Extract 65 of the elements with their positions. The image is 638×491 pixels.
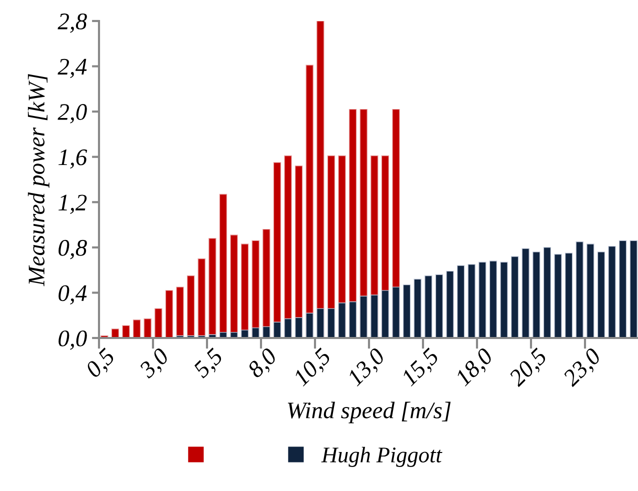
- bar: [618, 240, 627, 338]
- bar: [468, 264, 476, 338]
- y-tick-label: 0,0: [58, 330, 87, 350]
- bar: [510, 256, 519, 338]
- bar: [144, 318, 152, 338]
- bar: [154, 308, 162, 338]
- bar: [446, 270, 454, 338]
- y-tick-label: 1,2: [58, 194, 87, 214]
- bar: [532, 252, 540, 338]
- bar: [597, 252, 606, 338]
- y-tick-label: 2,4: [58, 58, 87, 78]
- bar: [456, 265, 465, 338]
- x-axis-title: Wind speed [m/s]: [288, 402, 451, 424]
- bar: [424, 275, 432, 338]
- bar: [543, 247, 552, 338]
- bar: [586, 244, 594, 338]
- y-tick-label: 0,8: [58, 240, 87, 260]
- y-tick-label: 2,8: [58, 13, 87, 33]
- legend-label: Hugh Piggott: [321, 446, 442, 467]
- bar: [478, 262, 486, 338]
- x-tick-label: 13,0: [346, 347, 388, 390]
- y-axis-title: Measured power [kW]: [28, 74, 50, 286]
- bar: [381, 290, 390, 338]
- bar: [176, 286, 184, 338]
- x-tick-label: 18,0: [454, 347, 496, 390]
- y-tick-label: 1,6: [58, 149, 88, 169]
- x-tick-label: 5,5: [192, 347, 226, 382]
- x-tick-label: 0,5: [84, 347, 118, 381]
- bar: [186, 275, 195, 338]
- bar: [608, 246, 616, 338]
- bar: [316, 308, 324, 338]
- x-tick-label: 15,5: [400, 347, 442, 390]
- x-tick-label: 3,0: [138, 347, 172, 382]
- bar: [630, 240, 638, 338]
- bar: [294, 317, 303, 338]
- x-tick-label: 8,0: [246, 347, 280, 382]
- bar: [489, 260, 498, 338]
- bar: [262, 326, 270, 338]
- bar: [122, 325, 130, 338]
- x-tick-label: 20,5: [508, 347, 550, 390]
- bar: [198, 258, 206, 338]
- bar: [284, 318, 292, 338]
- bar: [392, 286, 400, 338]
- x-tick-label: 10,5: [292, 347, 334, 390]
- bar: [306, 312, 314, 338]
- bar: [360, 296, 368, 338]
- bar: [435, 274, 444, 338]
- bar: [554, 254, 562, 338]
- x-tick-label: 23,0: [562, 347, 604, 390]
- bar: [414, 278, 422, 338]
- bar: [500, 262, 508, 338]
- bar: [132, 320, 141, 338]
- y-tick-label: 2,0: [58, 104, 87, 124]
- bar: [370, 294, 378, 338]
- bar: [273, 322, 282, 338]
- bar: [576, 241, 584, 338]
- bar: [348, 301, 357, 338]
- bar: [402, 284, 411, 338]
- bar: [522, 248, 530, 338]
- bar: [252, 327, 260, 338]
- bar: [338, 302, 346, 338]
- bar: [564, 252, 573, 338]
- bar: [165, 290, 174, 338]
- bar: [327, 308, 336, 338]
- y-tick-label: 0,4: [58, 285, 87, 305]
